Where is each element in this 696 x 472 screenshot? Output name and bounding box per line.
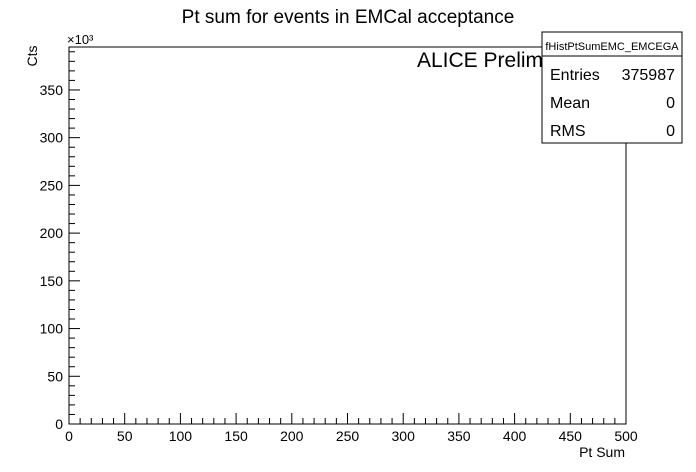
- y-tick-label: 0: [55, 416, 63, 432]
- y-axis-label: Cts: [24, 46, 40, 67]
- stats-box: fHistPtSumEMC_EMCEGA Entries 375987 Mean…: [541, 31, 683, 144]
- stats-entries-value: 375987: [622, 67, 675, 84]
- x-tick-label: 150: [224, 428, 248, 444]
- stats-mean-value: 0: [666, 95, 675, 112]
- x-axis-label: Pt Sum: [579, 444, 625, 460]
- y-tick-label: 350: [40, 82, 64, 98]
- stats-box-frame: [541, 31, 683, 144]
- y-tick-label: 100: [40, 321, 64, 337]
- y-tick-label: 250: [40, 177, 64, 193]
- x-tick-label: 100: [169, 428, 193, 444]
- y-tick-label: 150: [40, 273, 64, 289]
- y-tick-label: 200: [40, 225, 64, 241]
- x-tick-label: 300: [392, 428, 416, 444]
- x-tick-label: 450: [559, 428, 583, 444]
- y-tick-labels: 0 50 100 150 200 250 300 350: [40, 82, 64, 432]
- stats-box-title: fHistPtSumEMC_EMCEGA: [545, 41, 679, 53]
- x-tick-label: 250: [336, 428, 360, 444]
- stats-entries-label: Entries: [550, 67, 600, 84]
- y-tick-label: 300: [40, 130, 64, 146]
- x-tick-label: 200: [280, 428, 304, 444]
- chart-title: Pt sum for events in EMCal acceptance: [182, 7, 515, 28]
- stats-rms-label: RMS: [550, 123, 586, 140]
- x-tick-label: 350: [447, 428, 471, 444]
- y-multiplier-label: ×10³: [67, 32, 94, 47]
- x-tick-labels: 0 50 100 150 200 250 300 350 400 450 500: [65, 428, 638, 444]
- stats-rms-value: 0: [666, 123, 675, 140]
- x-tick-label: 0: [65, 428, 73, 444]
- x-tick-label: 400: [503, 428, 527, 444]
- axis-ticks: [68, 51, 627, 425]
- x-tick-label: 50: [117, 428, 133, 444]
- y-tick-label: 50: [47, 368, 63, 384]
- stats-mean-label: Mean: [550, 95, 590, 112]
- x-tick-label: 500: [614, 428, 638, 444]
